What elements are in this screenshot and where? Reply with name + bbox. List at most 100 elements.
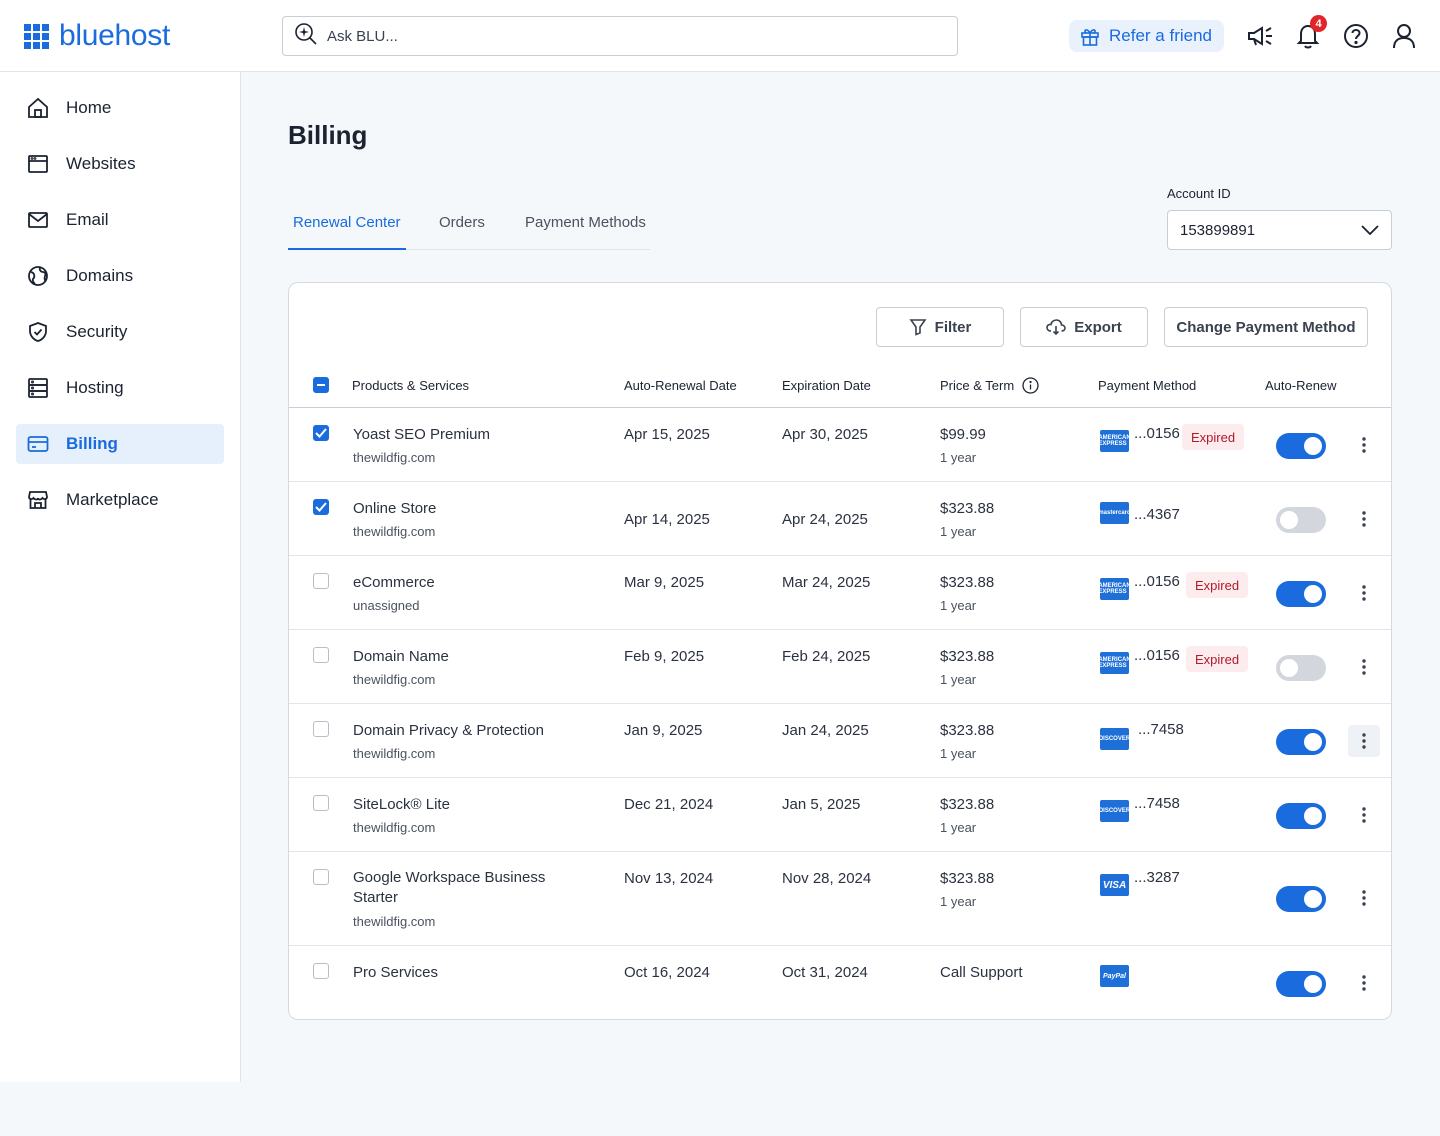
filter-button[interactable]: Filter	[876, 307, 1004, 347]
auto-renew-toggle[interactable]	[1276, 655, 1326, 681]
product-name: Yoast SEO Premium	[353, 426, 490, 443]
amex-card-icon: AMERICAN EXPRESS	[1100, 578, 1129, 600]
table-header-divider	[289, 407, 1391, 408]
megaphone-icon[interactable]	[1246, 22, 1274, 50]
sidebar-item-label: Marketplace	[66, 490, 159, 509]
export-button[interactable]: Export	[1020, 307, 1148, 347]
row-checkbox[interactable]	[313, 795, 329, 811]
card-last4: ...4367	[1134, 506, 1180, 523]
column-header-products[interactable]: Products & Services	[352, 378, 470, 393]
discover-card-icon: DISCOVER	[1100, 800, 1129, 822]
auto-renew-toggle[interactable]	[1276, 507, 1326, 533]
product-domain: thewildfig.com	[353, 820, 436, 835]
row-checkbox[interactable]	[313, 721, 329, 737]
bluehost-logo[interactable]: bluehost	[24, 19, 171, 52]
row-checkbox[interactable]	[313, 647, 329, 663]
sidebar-item-label: Home	[66, 98, 112, 117]
search-bar[interactable]	[282, 16, 958, 56]
sidebar-item-domains[interactable]: Domains	[16, 256, 224, 296]
expiration-date: Oct 31, 2024	[782, 964, 868, 981]
more-options-icon[interactable]	[1348, 651, 1380, 683]
product-name: SiteLock® Lite	[353, 796, 450, 813]
bell-icon[interactable]: 4	[1294, 15, 1327, 50]
column-header-price-term[interactable]: Price & Term	[940, 378, 1015, 393]
price: $323.88	[940, 648, 995, 665]
sidebar-item-label: Hosting	[66, 378, 124, 397]
user-icon[interactable]	[1390, 22, 1418, 50]
chevron-down-icon	[1361, 225, 1379, 235]
card-last4: ...7458	[1138, 721, 1184, 738]
term: 1 year	[940, 894, 977, 909]
product-name: Online Store	[353, 500, 437, 517]
sidebar-item-label: Billing	[66, 434, 118, 453]
more-options-icon[interactable]	[1348, 429, 1380, 461]
discover-card-icon: DISCOVER	[1100, 728, 1129, 750]
auto-renewal-date: Nov 13, 2024	[624, 870, 714, 887]
expiration-date: Apr 24, 2025	[782, 511, 868, 528]
card-last4: ...3287	[1134, 869, 1180, 886]
tab-renewal-center[interactable]: Renewal Center	[288, 214, 406, 250]
row-checkbox[interactable]	[313, 869, 329, 885]
column-header-payment-method[interactable]: Payment Method	[1098, 378, 1197, 393]
auto-renew-toggle[interactable]	[1276, 803, 1326, 829]
credit-card-icon	[27, 436, 49, 452]
ai-search-icon	[293, 21, 319, 52]
globe-icon	[28, 266, 48, 286]
column-header-expiration-date[interactable]: Expiration Date	[782, 378, 871, 393]
billing-tabs: Renewal Center Orders Payment Methods	[288, 204, 650, 250]
auto-renew-toggle[interactable]	[1276, 729, 1326, 755]
renewal-table-card: Filter Export Change Payment Method Prod…	[288, 282, 1392, 1020]
sidebar-item-hosting[interactable]: Hosting	[16, 368, 224, 408]
sidebar-item-marketplace[interactable]: Marketplace	[16, 480, 224, 520]
help-icon[interactable]	[1342, 22, 1370, 50]
more-options-icon[interactable]	[1348, 577, 1380, 609]
row-checkbox[interactable]	[313, 425, 329, 441]
more-options-icon[interactable]	[1348, 799, 1380, 831]
sidebar-item-label: Security	[66, 322, 128, 341]
gift-icon	[1081, 29, 1099, 46]
auto-renew-toggle[interactable]	[1276, 581, 1326, 607]
refer-a-friend-button[interactable]: Refer a friend	[1069, 20, 1224, 52]
tab-orders[interactable]: Orders	[439, 214, 485, 231]
row-checkbox[interactable]	[313, 499, 329, 515]
row-checkbox[interactable]	[313, 573, 329, 589]
more-options-icon[interactable]	[1348, 503, 1380, 535]
more-options-icon[interactable]	[1348, 882, 1380, 914]
card-last4: ...0156	[1134, 647, 1180, 664]
auto-renewal-date: Jan 9, 2025	[624, 722, 703, 739]
tab-payment-methods[interactable]: Payment Methods	[525, 214, 646, 231]
account-id-select[interactable]: 153899891	[1167, 210, 1392, 250]
term: 1 year	[940, 672, 977, 687]
sidebar-item-label: Email	[66, 210, 109, 229]
column-header-auto-renewal-date[interactable]: Auto-Renewal Date	[624, 378, 737, 393]
price: $323.88	[940, 500, 995, 517]
shield-icon	[29, 322, 47, 342]
auto-renewal-date: Apr 15, 2025	[624, 426, 710, 443]
logo-text: bluehost	[59, 19, 171, 52]
sidebar-item-billing[interactable]: Billing	[16, 424, 224, 464]
auto-renew-toggle[interactable]	[1276, 433, 1326, 459]
card-last4: ...7458	[1134, 795, 1180, 812]
more-options-icon[interactable]	[1348, 967, 1380, 999]
column-header-auto-renew[interactable]: Auto-Renew	[1265, 378, 1337, 393]
auto-renew-toggle[interactable]	[1276, 886, 1326, 912]
expiration-date: Apr 30, 2025	[782, 426, 868, 443]
product-name: Pro Services	[353, 964, 439, 981]
info-icon[interactable]	[1022, 377, 1039, 399]
select-all-checkbox[interactable]	[313, 377, 329, 393]
more-options-icon[interactable]	[1348, 725, 1380, 757]
sidebar-item-websites[interactable]: Websites	[16, 144, 224, 184]
sidebar-item-home[interactable]: Home	[16, 88, 224, 128]
home-icon	[28, 97, 48, 118]
change-payment-method-button[interactable]: Change Payment Method	[1164, 307, 1368, 347]
row-checkbox[interactable]	[313, 963, 329, 979]
sidebar-item-email[interactable]: Email	[16, 200, 224, 240]
filter-icon	[909, 319, 927, 336]
sidebar: Home Websites Email Domains Security Hos…	[0, 72, 241, 1082]
table-row: Yoast SEO Premium thewildfig.com Apr 15,…	[289, 408, 1391, 482]
search-input[interactable]	[327, 27, 957, 45]
sidebar-item-security[interactable]: Security	[16, 312, 224, 352]
price: $323.88	[940, 796, 995, 813]
auto-renew-toggle[interactable]	[1276, 971, 1326, 997]
amex-card-icon: AMERICAN EXPRESS	[1100, 430, 1129, 452]
